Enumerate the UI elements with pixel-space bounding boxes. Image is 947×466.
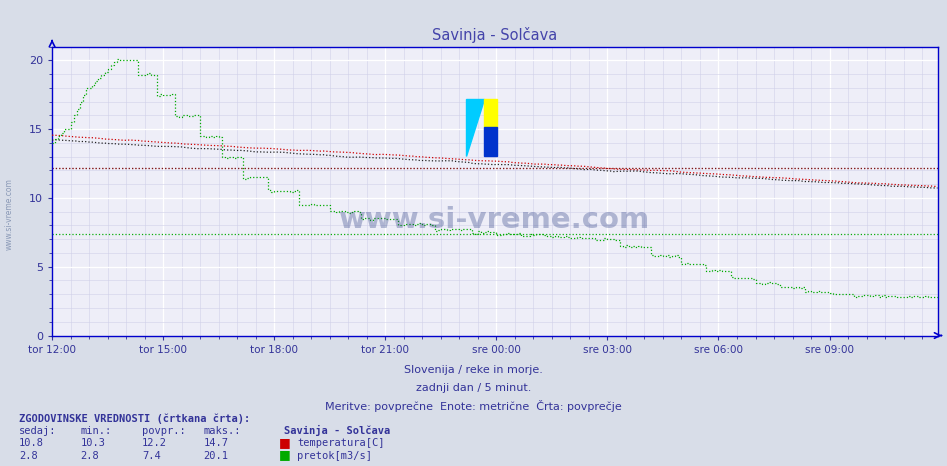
Text: zadnji dan / 5 minut.: zadnji dan / 5 minut. <box>416 384 531 393</box>
Text: povpr.:: povpr.: <box>142 426 186 436</box>
Text: 2.8: 2.8 <box>19 451 38 460</box>
Polygon shape <box>484 99 497 128</box>
Text: temperatura[C]: temperatura[C] <box>297 439 384 448</box>
Text: 20.1: 20.1 <box>204 451 228 460</box>
Text: 14.7: 14.7 <box>204 439 228 448</box>
Text: ■: ■ <box>279 449 291 461</box>
Text: 7.4: 7.4 <box>142 451 161 460</box>
Text: pretok[m3/s]: pretok[m3/s] <box>297 451 372 460</box>
Text: Slovenija / reke in morje.: Slovenija / reke in morje. <box>404 365 543 375</box>
Text: ZGODOVINSKE VREDNOSTI (črtkana črta):: ZGODOVINSKE VREDNOSTI (črtkana črta): <box>19 413 250 424</box>
Text: ■: ■ <box>279 437 291 449</box>
Text: maks.:: maks.: <box>204 426 241 436</box>
Text: www.si-vreme.com: www.si-vreme.com <box>5 178 14 250</box>
Text: 12.2: 12.2 <box>142 439 167 448</box>
Text: 2.8: 2.8 <box>80 451 99 460</box>
Text: 10.8: 10.8 <box>19 439 44 448</box>
Polygon shape <box>467 99 484 157</box>
Text: Savinja - Solčava: Savinja - Solčava <box>284 425 390 436</box>
Text: Meritve: povprečne  Enote: metrične  Črta: povprečje: Meritve: povprečne Enote: metrične Črta:… <box>325 400 622 412</box>
Text: 10.3: 10.3 <box>80 439 105 448</box>
Title: Savinja - Solčava: Savinja - Solčava <box>432 27 558 43</box>
Text: www.si-vreme.com: www.si-vreme.com <box>339 206 651 234</box>
Text: sedaj:: sedaj: <box>19 426 57 436</box>
Polygon shape <box>484 128 497 157</box>
Text: min.:: min.: <box>80 426 112 436</box>
